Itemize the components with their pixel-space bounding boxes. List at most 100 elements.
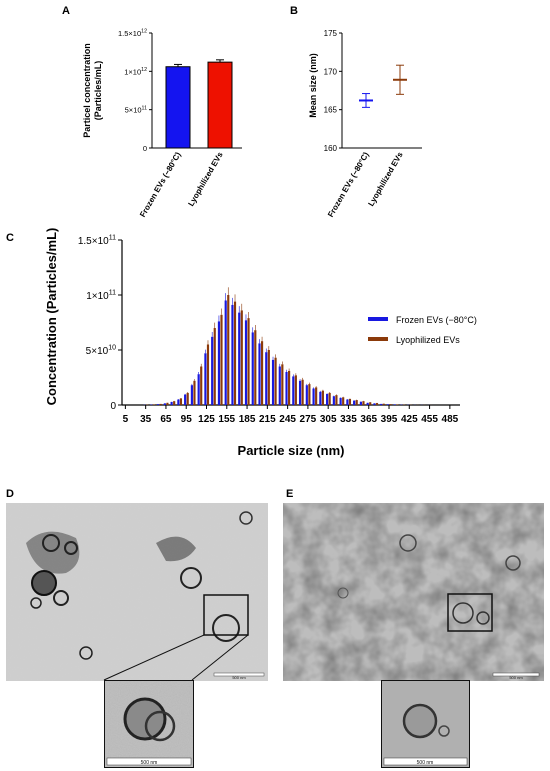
- bar-0: [380, 403, 383, 405]
- bar-1: [220, 314, 223, 405]
- x-tick-label: 275: [300, 414, 317, 425]
- bar-0: [184, 394, 187, 405]
- tem-e-inset-scalebar-label: 500 nm: [417, 760, 434, 766]
- panel-letter-b: B: [290, 5, 298, 17]
- x-tick-label: 245: [279, 414, 296, 425]
- y-tick-label: 175: [324, 29, 338, 38]
- y-tick-label: 160: [324, 144, 338, 153]
- bar-0: [217, 321, 221, 405]
- x-tick-label: 425: [401, 414, 418, 425]
- x-tick-label: 35: [140, 414, 152, 425]
- x-tick-label: 305: [320, 414, 337, 425]
- bar-1: [152, 404, 155, 405]
- y-tick-label: 0: [110, 401, 116, 412]
- bar-0: [326, 394, 329, 405]
- bar-0: [386, 404, 390, 405]
- bar-0: [204, 353, 207, 405]
- y-tick-label: 5×1010: [86, 345, 116, 358]
- bar-0: [359, 401, 362, 405]
- bar-0: [211, 336, 214, 405]
- bar-0: [373, 403, 376, 405]
- panel-letter-c: C: [6, 232, 14, 244]
- bar-0: [332, 396, 335, 405]
- bar-0: [157, 404, 160, 405]
- x-tick-label: 65: [160, 414, 172, 425]
- bar-0: [298, 380, 302, 405]
- legend-label: Frozen EVs (−80°C): [396, 315, 477, 325]
- chart-a-particle-concentration: 0 5×1011 1×1012 1.5×1012 Particel concentrat…: [82, 29, 242, 219]
- bar-0: [224, 300, 227, 405]
- bar-0: [265, 352, 268, 405]
- bar-0: [366, 402, 369, 405]
- tem-d-inset-scalebar-label: 500 nm: [141, 760, 158, 766]
- bar-1: [328, 392, 331, 405]
- tem-image-lyophilized: 500 nm: [283, 503, 544, 681]
- x-tick-label: 125: [198, 414, 215, 425]
- bar-1: [355, 400, 358, 405]
- bar-1: [159, 403, 162, 405]
- panel-letter-d: D: [6, 488, 14, 500]
- bar-1: [389, 404, 392, 405]
- bar-0: [163, 403, 166, 405]
- bar-1: [301, 379, 304, 405]
- bar-0: [285, 372, 288, 405]
- y-axis-title-line1: Particel concentration: [82, 43, 92, 138]
- legend-swatch: [368, 317, 388, 321]
- x-axis-title: Particle size (nm): [238, 443, 345, 458]
- legend-swatch: [368, 337, 388, 341]
- bar-1: [193, 380, 196, 405]
- panel-letter-e: E: [286, 488, 294, 500]
- bar-1: [362, 401, 365, 405]
- bar-1: [233, 301, 237, 405]
- bar-1: [267, 350, 270, 405]
- x-tick-label: Frozen EVs (−80°C): [138, 150, 183, 219]
- bar-0: [393, 404, 396, 405]
- bar-0: [312, 388, 315, 405]
- bar-0: [170, 401, 173, 405]
- bar-0: [238, 312, 241, 405]
- x-tick-label: 365: [360, 414, 377, 425]
- legend-label: Lyophilized EVs: [396, 335, 460, 345]
- bar-0: [258, 343, 261, 405]
- x-tick-label: 485: [442, 414, 459, 425]
- y-tick-label: 1×1011: [86, 290, 116, 303]
- bar-1: [227, 295, 230, 405]
- x-tick-label: 185: [239, 414, 256, 425]
- bar-1: [288, 370, 291, 405]
- bar-1: [173, 401, 176, 405]
- tem-inset-frozen: 500 nm: [104, 680, 194, 768]
- bar-1: [315, 387, 318, 405]
- bar-0: [231, 304, 234, 405]
- panel-letter-a: A: [62, 5, 70, 17]
- x-tick-label: Lyophilized EVs: [366, 150, 405, 208]
- tem-inset-lyophilized: 500 nm: [381, 680, 470, 768]
- bar-1: [247, 318, 250, 405]
- x-tick-label: Frozen EVs (−80°C): [326, 150, 371, 219]
- bar-1: [342, 397, 345, 405]
- tem-micrograph-lyophilized: 500 nm: [283, 503, 544, 681]
- x-tick-label: Lyophilized EVs: [186, 150, 225, 208]
- x-tick-label: 335: [340, 414, 357, 425]
- bar-1: [260, 341, 264, 405]
- y-tick-label: 0: [143, 144, 147, 153]
- bar-1: [375, 403, 379, 405]
- y-tick-label: 165: [324, 106, 338, 115]
- bar-0: [353, 400, 356, 405]
- tem-image-frozen: 500 nm: [6, 503, 268, 681]
- x-tick-label: 215: [259, 414, 276, 425]
- y-axis-title: Mean size (nm): [308, 53, 318, 118]
- bar: [207, 61, 233, 149]
- bar-1: [186, 392, 189, 405]
- bar: [165, 66, 191, 149]
- y-tick-label: 1.5×1011: [78, 235, 116, 248]
- bar-0: [305, 385, 308, 405]
- bar-1: [206, 344, 210, 405]
- bar-1: [166, 402, 169, 405]
- x-tick-label: 5: [123, 414, 129, 425]
- x-tick-label: 95: [181, 414, 193, 425]
- x-tick-label: 395: [381, 414, 398, 425]
- bar-1: [281, 364, 284, 405]
- bar-0: [197, 374, 200, 405]
- bar-0: [278, 366, 281, 405]
- bar-1: [396, 404, 399, 405]
